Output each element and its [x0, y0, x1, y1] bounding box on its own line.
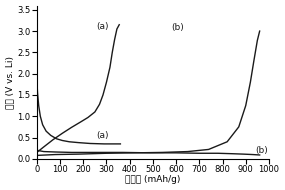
Text: (a): (a) [96, 131, 109, 140]
Y-axis label: 电压 (V vs. Li): 电压 (V vs. Li) [5, 56, 15, 109]
Text: (a): (a) [96, 22, 109, 31]
Text: (b): (b) [255, 146, 268, 155]
X-axis label: 比容量 (mAh/g): 比容量 (mAh/g) [125, 175, 181, 184]
Text: (b): (b) [172, 23, 184, 32]
